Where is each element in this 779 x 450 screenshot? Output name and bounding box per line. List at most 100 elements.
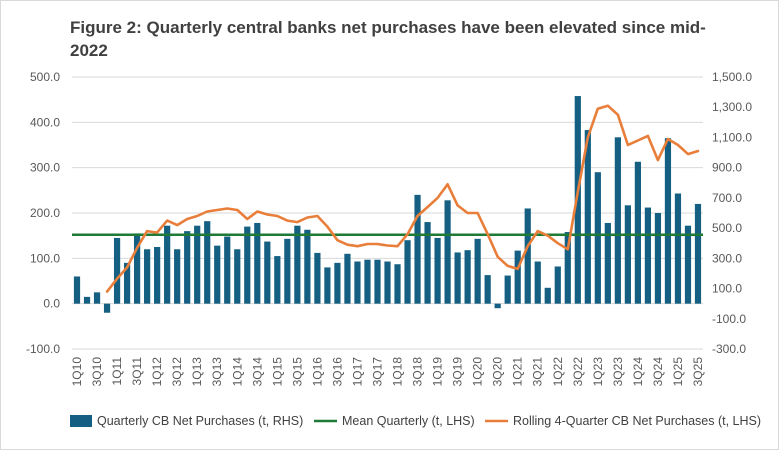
bar — [594, 172, 601, 304]
x-tick-label: 3Q16 — [330, 357, 344, 387]
x-tick-label: 1Q10 — [70, 357, 84, 387]
legend: Quarterly CB Net Purchases (t, RHS) Mean … — [70, 414, 761, 428]
bar — [444, 200, 451, 304]
bar — [214, 245, 221, 304]
left-axis-ticks: 500.0 400.0 300.0 200.0 100.0 0.0 -100.0 — [26, 70, 60, 356]
legend-swatch-bars — [70, 415, 92, 427]
x-tick-label: 1Q11 — [110, 357, 124, 386]
x-tick-label: 3Q10 — [90, 357, 104, 387]
bar — [304, 229, 311, 304]
x-tick-label: 1Q23 — [591, 357, 605, 387]
bar — [234, 249, 241, 304]
bar — [604, 222, 611, 304]
bar — [624, 205, 631, 304]
left-tick-label: 300.0 — [30, 161, 60, 175]
bar — [404, 240, 411, 304]
left-tick-label: 0.0 — [43, 297, 60, 311]
x-tick-label: 3Q21 — [531, 357, 545, 387]
bar — [614, 137, 621, 304]
x-tick-label: 3Q12 — [170, 357, 184, 387]
bar-series — [73, 96, 702, 313]
bar — [113, 237, 121, 304]
legend-label-mean: Mean Quarterly (t, LHS) — [342, 414, 475, 428]
bar — [384, 261, 391, 304]
bar — [454, 252, 461, 304]
bar — [334, 262, 341, 304]
x-tick-label: 1Q16 — [310, 357, 324, 387]
x-axis-ticks: 1Q10 3Q10 1Q11 3Q11 1Q12 3Q12 1Q13 3Q13 1Q14 3Q14… — [70, 357, 705, 387]
left-tick-label: 200.0 — [30, 206, 60, 220]
rolling-line — [105, 104, 700, 293]
bar — [264, 241, 271, 304]
bar — [324, 267, 331, 304]
right-tick-label: 1,300.0 — [712, 100, 752, 114]
x-tick-label: 3Q25 — [691, 357, 705, 387]
left-tick-label: -100.0 — [26, 342, 60, 356]
x-tick-label: 1Q12 — [150, 357, 164, 387]
x-tick-label: 1Q22 — [551, 357, 565, 387]
bar — [584, 130, 591, 304]
x-tick-label: 1Q25 — [671, 357, 685, 387]
x-tick-label: 3Q19 — [451, 357, 465, 387]
right-tick-label: 500.0 — [712, 221, 742, 235]
x-tick-label: 3Q14 — [250, 357, 264, 387]
bar — [684, 225, 692, 304]
x-tick-label: 1Q18 — [391, 357, 405, 387]
x-tick-label: 1Q24 — [631, 357, 645, 387]
bar — [123, 262, 131, 304]
bar — [574, 96, 581, 304]
bar — [354, 261, 361, 304]
x-tick-label: 1Q20 — [471, 357, 485, 387]
x-tick-label: 3Q20 — [491, 357, 505, 387]
bar — [534, 261, 541, 304]
bar — [184, 231, 191, 304]
chart-title: Figure 2: Quarterly central banks net pu… — [70, 18, 706, 60]
x-tick-label: 3Q11 — [130, 357, 144, 386]
bar — [474, 238, 481, 304]
x-tick-label: 3Q15 — [290, 357, 304, 387]
bar — [204, 221, 211, 304]
bar — [634, 161, 642, 304]
legend-label-bars: Quarterly CB Net Purchases (t, RHS) — [97, 414, 303, 428]
right-tick-label: -300.0 — [712, 342, 746, 356]
bar — [154, 247, 161, 304]
x-tick-label: 1Q13 — [190, 357, 204, 387]
bar — [93, 292, 101, 304]
bar — [674, 193, 682, 304]
right-tick-label: 100.0 — [712, 282, 742, 296]
bar — [73, 276, 81, 304]
bar — [414, 194, 421, 304]
right-tick-label: 700.0 — [712, 191, 742, 205]
x-tick-label: 1Q21 — [511, 357, 525, 387]
left-tick-label: 500.0 — [30, 70, 60, 84]
bar — [374, 259, 381, 304]
left-tick-label: 400.0 — [30, 115, 60, 129]
bar — [644, 207, 652, 304]
bar — [174, 249, 181, 304]
x-tick-label: 1Q14 — [230, 357, 244, 387]
bar — [484, 275, 491, 304]
gridlines — [72, 76, 703, 350]
bar — [103, 303, 111, 313]
bar — [244, 226, 251, 304]
x-tick-label: 3Q18 — [411, 357, 425, 387]
bar — [554, 266, 561, 304]
bar — [224, 236, 231, 304]
bar — [144, 249, 151, 304]
x-tick-label: 3Q17 — [370, 357, 384, 387]
bar — [254, 222, 261, 304]
bar — [364, 259, 371, 304]
bar — [294, 225, 301, 304]
left-tick-label: 100.0 — [30, 251, 60, 265]
bar — [664, 138, 672, 304]
bar — [524, 208, 531, 304]
bar — [284, 238, 291, 304]
x-tick-label: 3Q22 — [571, 357, 585, 387]
bar — [164, 225, 171, 304]
x-tick-label: 1Q15 — [270, 357, 284, 387]
right-tick-label: 1,100.0 — [712, 130, 752, 144]
x-tick-label: 1Q19 — [431, 357, 445, 387]
bar — [133, 233, 141, 304]
bar — [544, 287, 551, 304]
